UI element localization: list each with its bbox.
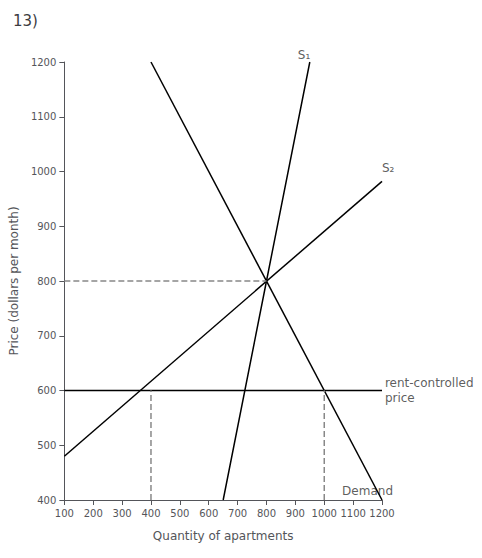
svg-text:1000: 1000 [312, 508, 337, 519]
svg-text:500: 500 [37, 440, 56, 451]
svg-text:700: 700 [37, 330, 56, 341]
svg-text:Demand: Demand [342, 484, 393, 498]
svg-text:500: 500 [170, 508, 189, 519]
svg-text:S₂: S₂ [382, 161, 395, 175]
svg-text:Quantity of apartments: Quantity of apartments [153, 529, 294, 543]
svg-text:600: 600 [199, 508, 218, 519]
svg-text:300: 300 [113, 508, 132, 519]
svg-text:400: 400 [141, 508, 160, 519]
svg-text:rent-controlled: rent-controlled [385, 376, 474, 390]
svg-text:1000: 1000 [31, 166, 56, 177]
svg-text:Price (dollars per month): Price (dollars per month) [7, 206, 21, 355]
svg-text:1100: 1100 [340, 508, 365, 519]
svg-text:400: 400 [37, 495, 56, 506]
svg-text:800: 800 [257, 508, 276, 519]
svg-text:900: 900 [37, 221, 56, 232]
svg-text:900: 900 [286, 508, 305, 519]
svg-text:700: 700 [228, 508, 247, 519]
svg-text:1100: 1100 [31, 111, 56, 122]
svg-text:13): 13) [13, 12, 38, 30]
svg-text:price: price [385, 391, 415, 405]
svg-text:S₁: S₁ [298, 48, 311, 62]
svg-text:100: 100 [55, 508, 74, 519]
svg-text:600: 600 [37, 385, 56, 396]
svg-text:1200: 1200 [31, 57, 56, 68]
svg-text:800: 800 [37, 276, 56, 287]
svg-text:1200: 1200 [369, 508, 394, 519]
svg-text:200: 200 [84, 508, 103, 519]
